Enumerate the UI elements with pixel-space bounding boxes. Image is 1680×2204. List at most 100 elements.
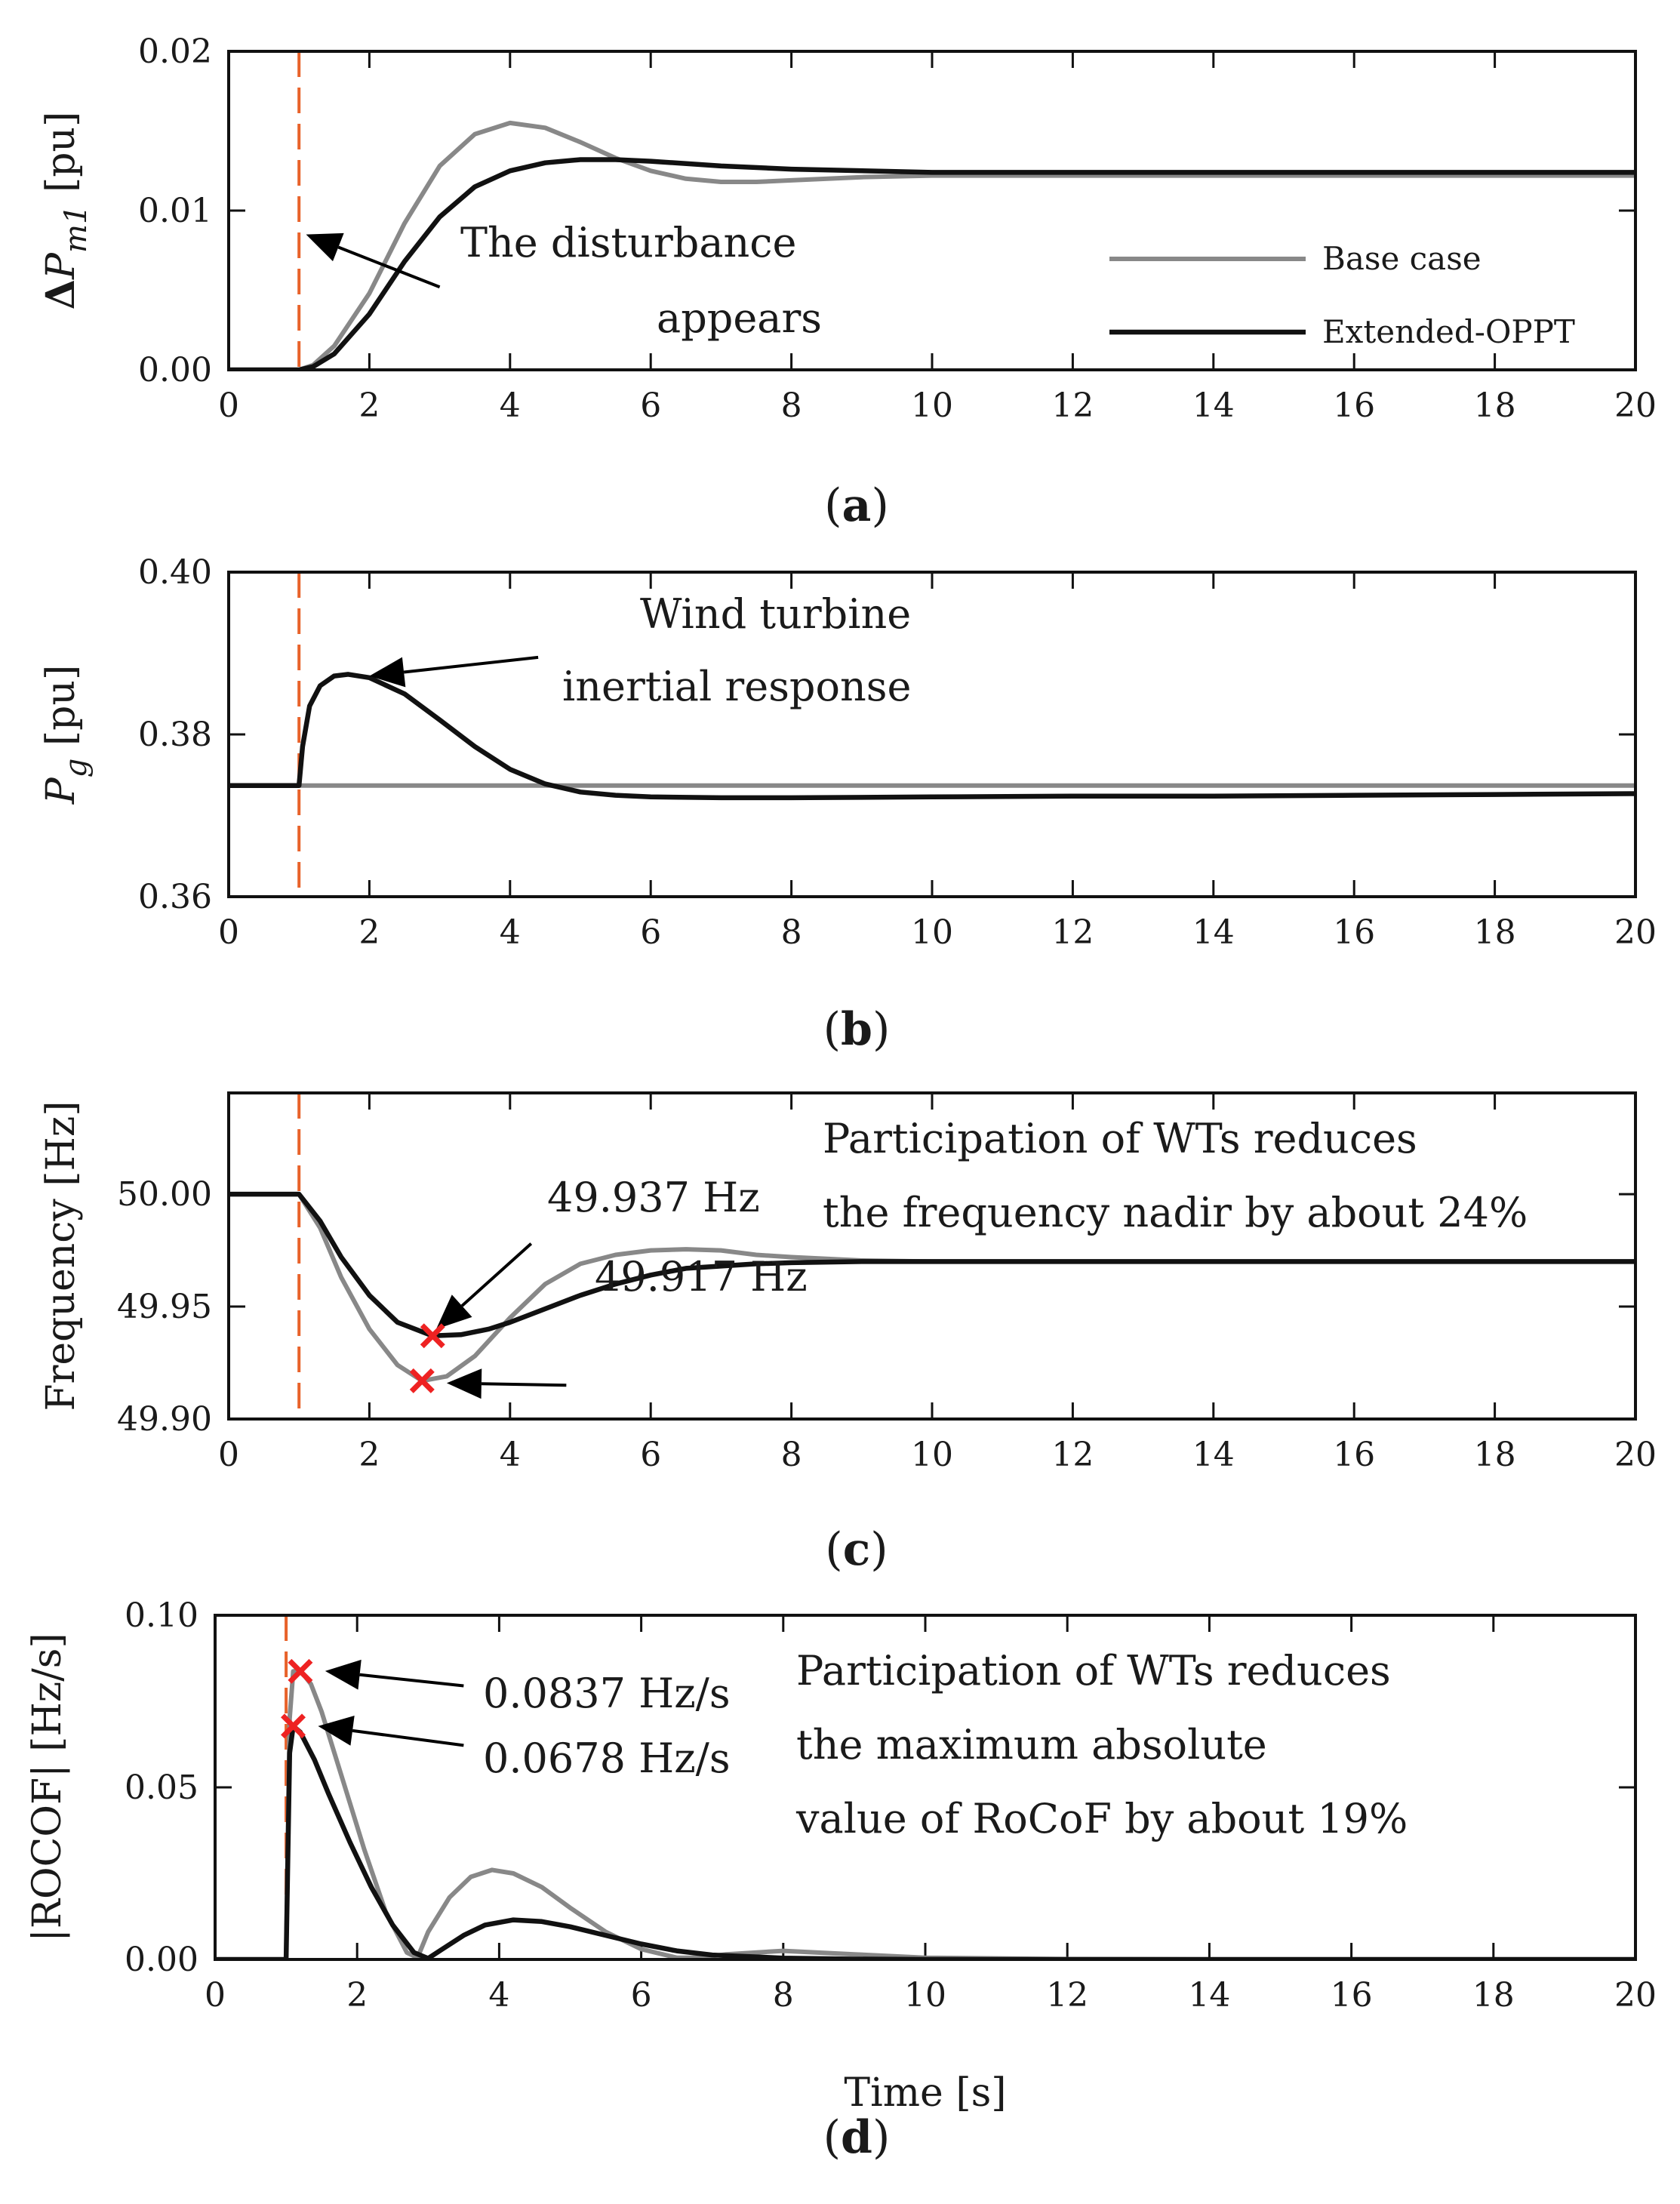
x-tick-label: 20 [1614, 913, 1657, 952]
panel-caption: (b) [823, 1003, 891, 1056]
annotation-text: the maximum absolute [796, 1721, 1267, 1768]
x-tick-label: 20 [1614, 1436, 1657, 1474]
x-tick-label: 0 [205, 1976, 226, 2015]
x-tick-label: 14 [1192, 386, 1235, 425]
y-label-subscript: m1 [59, 205, 94, 253]
x-tick-label: 14 [1192, 1436, 1235, 1474]
marker-stroke [281, 1713, 306, 1739]
y-tick-label: 0.10 [125, 1596, 198, 1635]
caption-letter: c [843, 1523, 871, 1576]
y-label-symbol: P [38, 252, 84, 280]
y-tick-label: 49.95 [117, 1288, 212, 1326]
y-label-unit: [pu] [38, 112, 84, 205]
caption-open: ( [823, 1003, 841, 1056]
annotation-text: 49.917 Hz [595, 1253, 808, 1301]
x-tick-label: 10 [911, 1436, 953, 1474]
plot-frame [227, 50, 1637, 371]
x-tick-label: 18 [1474, 1436, 1516, 1474]
annotation-arrow-1-shaft [337, 245, 441, 289]
annotation-arrow-1-shaft [359, 1673, 464, 1688]
annotation-text: 0.0678 Hz/s [483, 1735, 731, 1782]
y-label-main: P [38, 777, 84, 805]
annotation-text: Participation of WTs reduces [823, 1115, 1417, 1162]
x-tick-label: 4 [500, 386, 521, 425]
y-label-symbol: P [38, 777, 84, 805]
x-tick-label: 2 [358, 913, 380, 952]
x-tick-label: 6 [640, 913, 661, 952]
plot-frame [214, 1614, 1637, 1961]
y-tick-label: 0.40 [138, 553, 212, 592]
caption-open: ( [823, 2111, 841, 2164]
annotation-arrow-1-shaft [460, 1242, 533, 1307]
x-tick-label: 8 [773, 1976, 794, 2015]
y-axis-label: Pg [pu] [38, 665, 94, 805]
x-tick-label: 6 [640, 386, 661, 425]
y-tick-label: 0.00 [125, 1941, 198, 1979]
panel-b: 0 2 4 6 8 10 12 14 16 18 20 0.36 0.38 0.40 Pg [pu] (b) W… [38, 553, 1657, 1056]
annotation-arrow-1-head [369, 657, 406, 688]
y-tick-label: 50.00 [117, 1175, 212, 1214]
x-tick-label: 6 [631, 1976, 652, 2015]
plot-frame [227, 571, 1637, 898]
marker-stroke [409, 1368, 435, 1393]
y-tick-label: 0.02 [138, 32, 212, 71]
y-tick-label: 49.90 [117, 1400, 212, 1439]
legend-label-extended: Extended-OPPT [1322, 313, 1575, 350]
annotation-text: inertial response [562, 663, 911, 710]
legend: Base case Extended-OPPT [1109, 240, 1575, 350]
caption-close: ) [870, 1523, 888, 1576]
caption-close: ) [872, 2111, 890, 2164]
annotation-arrow-1-shaft [403, 655, 539, 674]
annotation-text: 0.0837 Hz/s [483, 1670, 731, 1717]
x-tick-label: 4 [488, 1976, 509, 2015]
y-axis-label: |ROCOF| [Hz/s] [25, 1633, 70, 1941]
marker-stroke [420, 1323, 445, 1349]
x-tick-label: 8 [781, 386, 802, 425]
series-base-case [229, 120, 1635, 370]
annotation-text: The disturbance [460, 219, 797, 266]
y-tick-label: 0.00 [138, 351, 212, 389]
plot-frame [227, 1091, 1637, 1421]
x-tick-label: 0 [218, 1436, 239, 1474]
x-tick-label: 12 [1051, 1436, 1094, 1474]
y-tick-label: 0.05 [125, 1768, 198, 1807]
annotation-arrow-2-shaft [352, 1728, 464, 1747]
caption-close: ) [871, 479, 888, 532]
series-extended-oppt [215, 1723, 1635, 1959]
y-axis-label: Frequency [Hz] [38, 1100, 84, 1411]
x-tick-label: 12 [1051, 913, 1094, 952]
annotation-arrow-2-shaft [481, 1382, 567, 1387]
annotation-text: Participation of WTs reduces [796, 1647, 1391, 1695]
annotation-text: 49.937 Hz [547, 1174, 760, 1221]
x-tick-label: 16 [1333, 1436, 1375, 1474]
x-tick-label: 4 [500, 1436, 521, 1474]
x-tick-label: 18 [1472, 1976, 1515, 2015]
caption-letter: a [842, 479, 872, 532]
x-tick-label: 14 [1188, 1976, 1230, 2015]
x-tick-label: 10 [911, 913, 953, 952]
marker-x [420, 1323, 445, 1349]
series-extended-oppt [229, 1191, 1635, 1339]
caption-close: ) [872, 1003, 890, 1056]
caption-open: ( [825, 1523, 842, 1576]
caption-letter: d [841, 2111, 872, 2164]
x-tick-label: 2 [358, 386, 380, 425]
y-tick-label: 0.36 [138, 878, 212, 916]
y-tick-label: 0.38 [138, 716, 212, 754]
y-label-unit: [pu] [38, 665, 84, 759]
x-tick-label: 2 [358, 1436, 380, 1474]
marker-stroke [288, 1658, 313, 1684]
annotation-arrow-1-head [306, 232, 344, 262]
annotation-text: appears [657, 294, 822, 342]
x-tick-label: 12 [1051, 386, 1094, 425]
x-tick-label: 10 [911, 386, 953, 425]
annotation-text: the frequency nadir by about 24% [823, 1189, 1528, 1236]
annotation-text: Wind turbine [640, 590, 911, 638]
caption-letter: b [841, 1003, 872, 1056]
legend-label-base: Base case [1322, 240, 1482, 277]
x-tick-label: 12 [1046, 1976, 1088, 2015]
annotation-arrow-1-head [325, 1659, 362, 1690]
panel-c: 0 2 4 6 8 10 12 14 16 18 20 49.90 49.95 50.00 Frequenc… [38, 1091, 1657, 1576]
